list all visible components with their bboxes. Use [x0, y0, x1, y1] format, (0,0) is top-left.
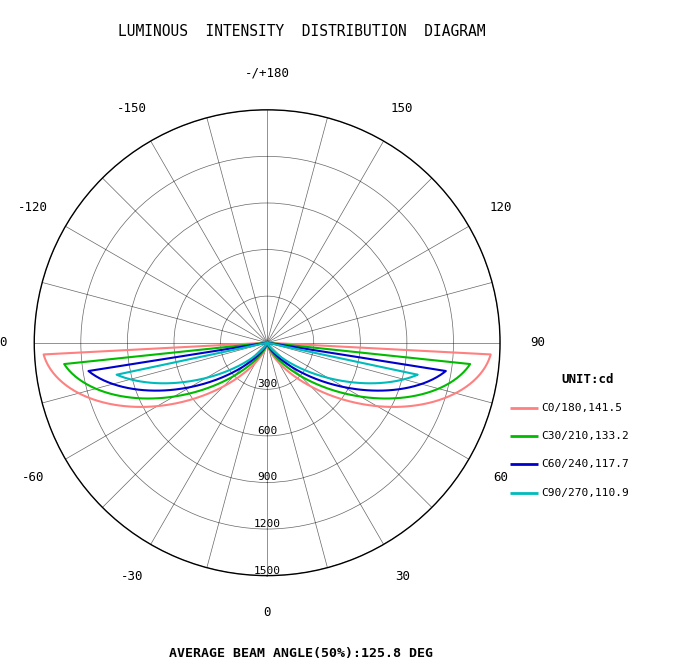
Text: 150: 150 [391, 102, 414, 116]
Text: 0: 0 [264, 606, 271, 620]
Text: -60: -60 [22, 471, 45, 485]
Text: 120: 120 [490, 201, 512, 214]
Text: C60/240,117.7: C60/240,117.7 [541, 460, 629, 469]
Text: 600: 600 [257, 426, 277, 436]
Text: 1500: 1500 [253, 566, 281, 576]
Text: AVERAGE BEAM ANGLE(50%):125.8 DEG: AVERAGE BEAM ANGLE(50%):125.8 DEG [169, 647, 434, 660]
Text: C90/270,110.9: C90/270,110.9 [541, 488, 629, 497]
Text: -150: -150 [117, 102, 147, 116]
Text: -120: -120 [18, 201, 48, 214]
Text: UNIT:cd: UNIT:cd [562, 373, 614, 386]
Text: LUMINOUS  INTENSITY  DISTRIBUTION  DIAGRAM: LUMINOUS INTENSITY DISTRIBUTION DIAGRAM [118, 24, 485, 38]
Text: 90: 90 [530, 336, 545, 349]
Text: C0/180,141.5: C0/180,141.5 [541, 403, 622, 413]
Text: C30/210,133.2: C30/210,133.2 [541, 431, 629, 441]
Text: -/+180: -/+180 [245, 66, 290, 79]
Text: 900: 900 [257, 472, 277, 482]
Text: 1200: 1200 [253, 519, 281, 529]
Text: 60: 60 [494, 471, 509, 485]
Text: -90: -90 [0, 336, 8, 349]
Text: -30: -30 [121, 570, 143, 583]
Text: 300: 300 [257, 379, 277, 389]
Text: 30: 30 [395, 570, 410, 583]
